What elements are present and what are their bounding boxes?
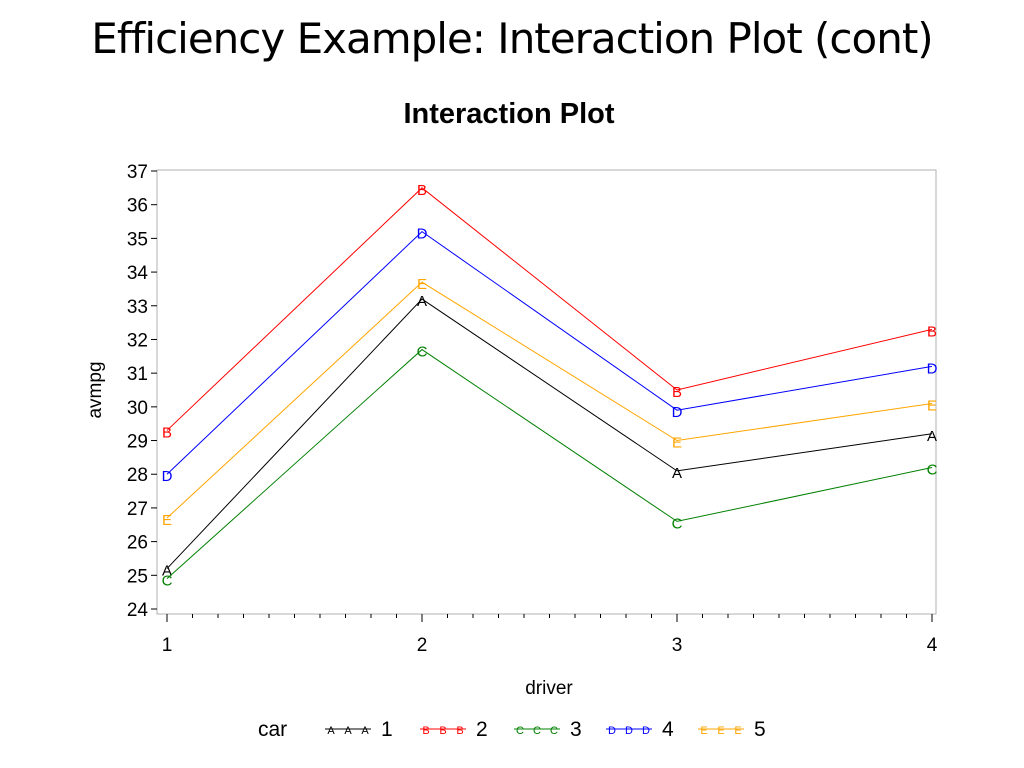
legend-swatch-marker: A bbox=[327, 725, 335, 737]
y-tick-label: 30 bbox=[127, 398, 148, 419]
data-point-marker: A bbox=[927, 428, 937, 445]
legend-label: 1 bbox=[381, 718, 393, 741]
data-point-marker: B bbox=[417, 182, 427, 199]
legend-swatch-marker: E bbox=[734, 725, 741, 737]
legend-swatch-marker: C bbox=[516, 725, 524, 737]
data-point-marker: D bbox=[417, 226, 428, 243]
series-line bbox=[166, 281, 933, 519]
y-tick-label: 25 bbox=[127, 566, 148, 587]
legend-swatch-marker: D bbox=[625, 725, 633, 737]
data-point-marker: C bbox=[672, 515, 683, 532]
series-car-3: C C C C bbox=[162, 344, 938, 590]
legend-title: car bbox=[258, 718, 287, 741]
y-tick-label: 32 bbox=[127, 330, 148, 351]
data-point-marker: A bbox=[417, 293, 427, 310]
series-car-2: B B B B bbox=[162, 182, 937, 442]
legend-swatch-marker: B bbox=[439, 725, 446, 737]
data-point-marker: B bbox=[672, 384, 682, 401]
series-line bbox=[166, 348, 933, 580]
legend-swatch-marker: E bbox=[717, 725, 724, 737]
y-tick-label: 35 bbox=[127, 229, 148, 250]
legend-label: 2 bbox=[476, 718, 488, 741]
series-car-1: A A A A bbox=[162, 293, 937, 580]
y-axis: 24 25 26 27 28 29 30 31 32 33 34 35 36 37 bbox=[127, 162, 157, 621]
data-point-marker: E bbox=[927, 397, 937, 414]
data-point-marker: A bbox=[162, 563, 172, 580]
legend-swatch-marker: D bbox=[642, 725, 650, 737]
legend-swatch-marker: B bbox=[422, 725, 429, 737]
series-line bbox=[166, 298, 933, 569]
legend-label: 3 bbox=[570, 718, 582, 741]
data-point-marker: C bbox=[927, 461, 938, 478]
y-tick-label: 28 bbox=[127, 465, 148, 486]
y-tick-label: 26 bbox=[127, 533, 148, 554]
data-point-marker: D bbox=[162, 468, 173, 485]
x-tick-label: 2 bbox=[417, 635, 428, 656]
data-point-marker: B bbox=[927, 323, 937, 340]
y-tick-label: 34 bbox=[127, 263, 149, 284]
data-point-marker: E bbox=[162, 512, 172, 529]
y-tick-label: 36 bbox=[127, 196, 148, 217]
data-point-marker: E bbox=[672, 435, 682, 452]
legend-swatch-marker: B bbox=[456, 725, 463, 737]
data-point-marker: C bbox=[162, 573, 173, 590]
data-point-marker: E bbox=[417, 276, 427, 293]
legend-label: 5 bbox=[754, 718, 766, 741]
slide-title: Efficiency Example: Interaction Plot (co… bbox=[91, 14, 933, 63]
y-tick-label: 37 bbox=[127, 162, 148, 183]
y-tick-label: 33 bbox=[127, 297, 148, 318]
x-tick-label: 1 bbox=[162, 635, 173, 656]
data-point-marker: C bbox=[417, 344, 428, 361]
series-car-5: E E E E bbox=[162, 276, 937, 529]
chart-title: Interaction Plot bbox=[403, 98, 614, 130]
x-tick-label: 3 bbox=[672, 635, 683, 656]
legend-swatch-marker: E bbox=[700, 725, 707, 737]
legend-swatch-marker: C bbox=[533, 725, 541, 737]
legend-swatch-marker: C bbox=[550, 725, 558, 737]
y-tick-label: 31 bbox=[127, 364, 148, 385]
y-axis-label: avmpg bbox=[85, 361, 106, 418]
y-tick-label: 29 bbox=[127, 432, 148, 453]
plot-frame bbox=[156, 169, 937, 615]
series-line bbox=[166, 231, 933, 475]
x-axis: 1 2 3 4 bbox=[162, 614, 938, 656]
data-point-marker: B bbox=[162, 424, 172, 441]
legend-swatch-marker: D bbox=[608, 725, 616, 737]
x-tick-label: 4 bbox=[927, 635, 938, 656]
legend: car A A A 1 B B B 2 C C C 3 D D D 4 E E E 5 bbox=[258, 718, 766, 741]
legend-swatch-marker: A bbox=[361, 725, 369, 737]
data-point-marker: A bbox=[672, 465, 682, 482]
series-car-4: D D D D bbox=[162, 226, 938, 486]
legend-swatch-marker: A bbox=[344, 725, 352, 737]
data-point-marker: D bbox=[927, 360, 938, 377]
plot-area-border bbox=[156, 169, 937, 615]
y-tick-label: 27 bbox=[127, 499, 148, 520]
x-axis-label: driver bbox=[525, 678, 573, 699]
legend-label: 4 bbox=[662, 718, 674, 741]
y-tick-label: 24 bbox=[127, 600, 149, 621]
series-line bbox=[166, 187, 933, 431]
data-point-marker: D bbox=[672, 404, 683, 421]
